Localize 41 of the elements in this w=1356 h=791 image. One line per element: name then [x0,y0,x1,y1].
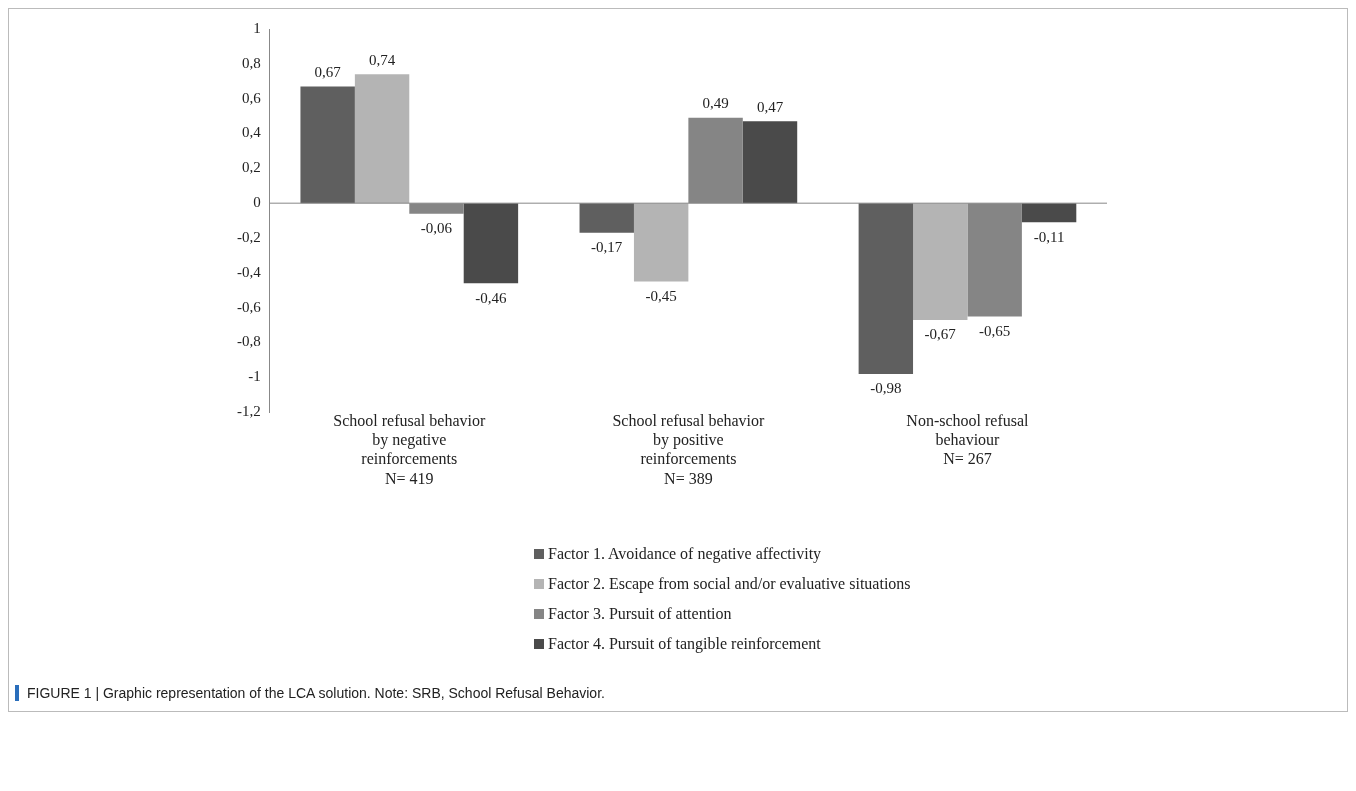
y-tick-label: 0,6 [242,89,262,106]
y-tick-label: -1 [248,368,261,385]
data-label: -0,65 [979,322,1011,339]
bar [354,74,410,204]
caption: FIGURE 1 | Graphic representation of the LCA solution. Note: SRB, School Refusal Behavior. [15,685,1341,701]
y-tick-label: -0,4 [237,263,262,280]
data-label: 0,74 [368,51,396,68]
x-tick-label: School refusal behavior by negative reinforcements N= 419 [333,412,486,487]
legend-label: Factor 3. Pursuit of attention [548,605,732,623]
y-tick-label: 0 [253,194,261,211]
x-tick-label: School refusal behavior by positive reinforcements N= 389 [612,412,766,487]
bar [858,203,914,374]
bar [633,203,689,282]
legend-label: Factor 2. Escape from social and/or evaluative situations [548,575,911,593]
data-label: 0,49 [702,95,729,112]
bar [463,203,519,284]
y-tick-label: 1 [253,19,261,36]
y-tick-label: 0,2 [242,159,261,176]
bar [1021,203,1077,223]
y-tick-label: -0,8 [237,333,261,350]
data-label: 0,67 [314,63,342,80]
bar [742,121,798,204]
data-label: -0,67 [924,326,957,343]
y-tick-label: 0,8 [242,54,261,71]
data-label: -0,11 [1033,228,1065,245]
data-label: -0,46 [475,289,508,306]
data-label: -0,45 [645,288,677,304]
data-label: -0,06 [420,220,453,237]
x-tick-label: Non-school refusal behaviour N= 267 [906,412,1030,468]
y-tick-label: -0,2 [237,228,261,245]
y-tick-label: 0,4 [242,124,262,141]
data-label: 0,47 [756,98,784,115]
legend-label: Factor 4. Pursuit of tangible reinforcement [548,635,821,653]
y-tick-label: -1,2 [237,403,261,420]
bar [913,203,968,320]
data-label: -0,98 [870,380,902,397]
y-tick-label: -0,6 [237,298,262,315]
data-label: -0,17 [591,239,623,256]
bar [579,203,634,233]
bar [300,86,355,204]
legend-label: Factor 1. Avoidance of negative affectivity [548,545,822,563]
